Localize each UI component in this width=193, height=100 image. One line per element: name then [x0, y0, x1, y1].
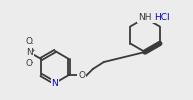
- Text: +: +: [30, 48, 35, 53]
- Text: O: O: [25, 59, 32, 68]
- Text: HCl: HCl: [154, 14, 170, 22]
- Text: NH: NH: [138, 14, 152, 22]
- Text: N: N: [26, 48, 33, 57]
- Text: O: O: [25, 37, 32, 46]
- Text: N: N: [52, 78, 58, 88]
- Text: -: -: [31, 40, 34, 46]
- Text: O: O: [78, 72, 85, 80]
- Text: -: -: [31, 59, 34, 65]
